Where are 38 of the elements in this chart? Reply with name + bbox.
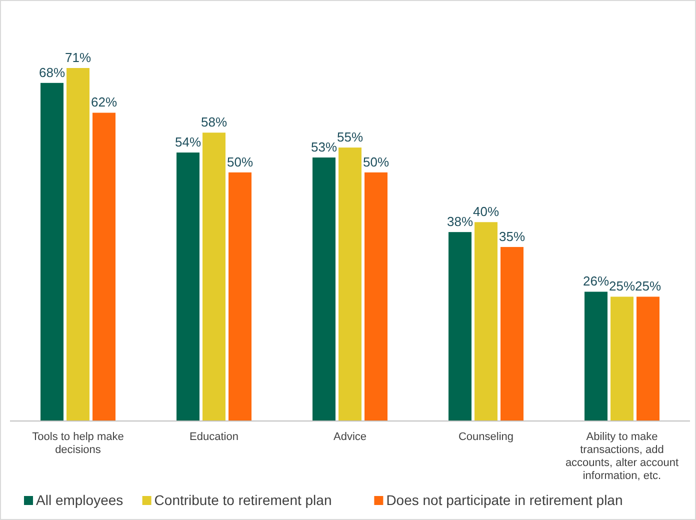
bar [636,296,660,421]
data-label: 71% [64,50,92,65]
bar [66,68,90,421]
data-label: 38% [446,214,474,230]
bar [40,82,64,421]
bar [500,246,524,421]
bar [338,148,362,421]
data-label: 58% [200,114,228,130]
data-label: 25% [634,278,662,294]
data-label: 25% [608,278,636,294]
bar [364,172,388,421]
x-tick-label: Ability to make transactions, add accounts, alter account information, etc. [565,431,679,482]
data-label: 26% [582,274,610,289]
data-label: 35% [498,228,526,244]
x-tick-label: Education [190,431,238,443]
data-label: 68% [38,64,66,80]
legend-label: All employees [36,492,124,508]
bar [92,112,116,421]
bar [610,296,634,421]
bar [202,132,226,421]
legend-label: Does not participate in retirement plan [386,492,623,508]
bar [448,232,472,421]
legend-label: Contribute to retirement plan [154,492,332,508]
x-tick-label: Counseling [458,431,514,443]
data-label: 53% [310,139,338,154]
x-tick-label: Advice [333,431,367,443]
data-label: 40% [472,204,500,220]
data-label: 54% [174,134,202,150]
bar [474,222,498,421]
bar [228,172,252,421]
data-label: 50% [362,154,390,170]
bar [312,157,336,421]
data-label: 55% [336,130,364,145]
bar [584,292,608,421]
x-tick-label: Tools to help make decisions [32,431,124,456]
data-label: 62% [90,94,118,110]
bar [176,152,200,421]
data-label: 50% [226,154,254,170]
